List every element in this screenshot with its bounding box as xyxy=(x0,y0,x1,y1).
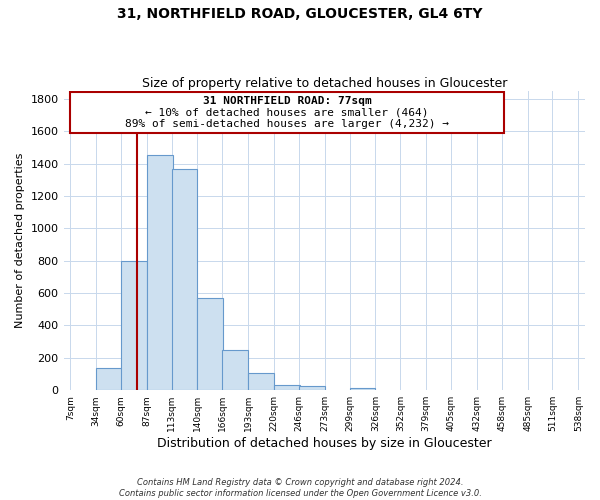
Bar xyxy=(350,388,376,390)
Bar xyxy=(121,262,147,390)
Bar xyxy=(172,169,197,390)
Bar xyxy=(274,386,300,390)
Title: Size of property relative to detached houses in Gloucester: Size of property relative to detached ho… xyxy=(142,76,507,90)
Text: ← 10% of detached houses are smaller (464): ← 10% of detached houses are smaller (46… xyxy=(145,108,429,118)
Bar xyxy=(197,298,223,390)
Bar xyxy=(248,373,274,390)
X-axis label: Distribution of detached houses by size in Gloucester: Distribution of detached houses by size … xyxy=(157,437,491,450)
Bar xyxy=(96,368,122,390)
Text: 31, NORTHFIELD ROAD, GLOUCESTER, GL4 6TY: 31, NORTHFIELD ROAD, GLOUCESTER, GL4 6TY xyxy=(117,8,483,22)
Y-axis label: Number of detached properties: Number of detached properties xyxy=(15,153,25,328)
Text: 31 NORTHFIELD ROAD: 77sqm: 31 NORTHFIELD ROAD: 77sqm xyxy=(203,96,371,106)
Bar xyxy=(70,92,503,133)
Text: Contains HM Land Registry data © Crown copyright and database right 2024.
Contai: Contains HM Land Registry data © Crown c… xyxy=(119,478,481,498)
Bar xyxy=(147,154,173,390)
Bar xyxy=(223,350,248,390)
Text: 89% of semi-detached houses are larger (4,232) →: 89% of semi-detached houses are larger (… xyxy=(125,119,449,129)
Bar xyxy=(299,386,325,390)
